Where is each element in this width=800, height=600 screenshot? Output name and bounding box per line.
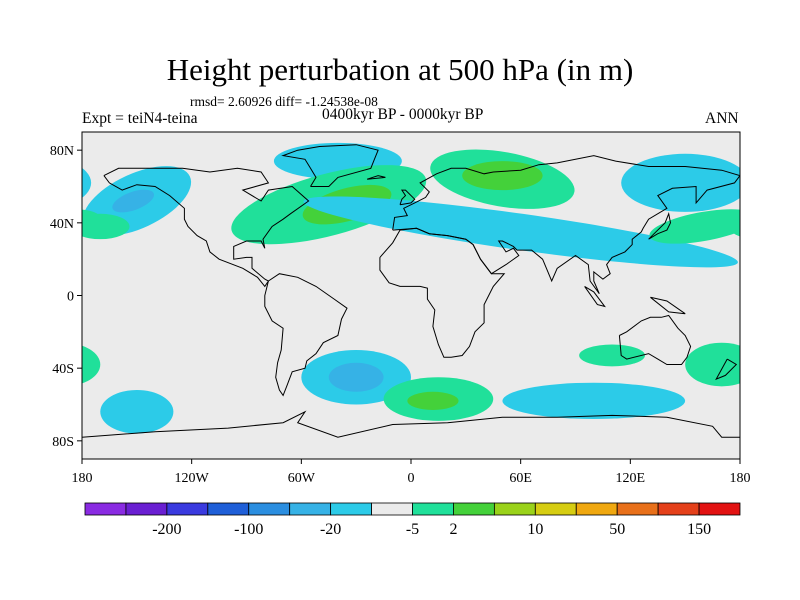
colorbar-label: -100 <box>234 521 263 538</box>
anomaly-south-atlantic-core <box>328 362 384 392</box>
lon-label: 120W <box>175 471 210 486</box>
coastline-2 <box>392 155 740 294</box>
anomaly-asia-blue-belt <box>303 196 738 268</box>
anomaly-nw-pacific-blue <box>82 167 92 198</box>
anomaly-southern-ocean-blue <box>502 382 686 420</box>
anomaly-south-indian-core <box>407 391 459 410</box>
colorbar-label: 50 <box>609 521 625 538</box>
period-label: 0400kyr BP - 0000kyr BP <box>322 106 484 123</box>
lat-label: 40S <box>52 362 74 377</box>
colorbar-swatch <box>330 502 372 516</box>
colorbar-swatch <box>616 502 659 516</box>
coastline-9 <box>584 285 606 308</box>
lon-label: 180 <box>72 471 93 486</box>
colorbar-swatch <box>575 502 618 516</box>
colorbar-label: -5 <box>406 521 419 538</box>
lon-label: 0 <box>408 471 415 486</box>
lat-label: 80S <box>52 435 74 450</box>
colorbar-swatch <box>207 502 250 516</box>
coastline-6 <box>82 410 740 438</box>
stats-line: rmsd= 2.60926 diff= -1.24538e-08 <box>190 94 378 109</box>
colorbar-swatch <box>125 502 168 516</box>
colorbar-label: 2 <box>449 521 457 538</box>
colorbar-swatch <box>412 502 454 516</box>
anomaly-indian-green <box>579 344 645 367</box>
anomaly-na-pacific-core <box>767 185 800 217</box>
coastline-10 <box>650 296 686 315</box>
colorbar-swatch <box>534 502 577 516</box>
colorbar-label: -200 <box>152 521 181 538</box>
anomaly-asia-blue-belt <box>0 183 82 280</box>
coastline-4 <box>618 314 692 365</box>
colorbar-swatch <box>698 502 741 516</box>
colorbar-swatch <box>289 502 332 516</box>
coastline-1 <box>264 273 348 397</box>
coastline-3 <box>379 227 506 358</box>
lon-label: 60E <box>509 471 532 486</box>
anomaly-east-pacific-green <box>729 216 740 237</box>
anomaly-australia-green <box>82 345 101 384</box>
colorbar-swatch <box>84 502 127 516</box>
colorbar-label: 150 <box>687 521 711 538</box>
anomaly-west-pacific-green <box>649 209 740 244</box>
anomaly-south-pacific-blue <box>758 390 800 434</box>
anomaly-na-pacific-blue <box>730 152 800 251</box>
colorbar-swatch <box>657 502 700 516</box>
coastline-8 <box>648 212 672 240</box>
colorbar-label: -20 <box>320 521 341 538</box>
coastline-7 <box>399 189 416 206</box>
coastline-12 <box>366 175 386 180</box>
anomaly-australia-green <box>685 342 740 387</box>
map-title: Height perturbation at 500 hPa (in m) <box>166 52 634 87</box>
map-plot-area <box>0 132 800 459</box>
colorbar-swatch <box>493 502 536 516</box>
lat-label: 80N <box>50 144 74 159</box>
lon-label: 60W <box>288 471 316 486</box>
lat-label: 0 <box>67 290 74 305</box>
colorbar-swatch <box>166 502 209 516</box>
coastline-5 <box>281 144 379 187</box>
coastline-0 <box>103 167 310 288</box>
colorbar-swatch <box>371 502 413 516</box>
anomaly-east-pacific-green <box>82 213 130 240</box>
colorbar-swatch <box>453 502 495 516</box>
experiment-label: Expt = teiN4-teina <box>82 110 198 127</box>
colorbar-swatch <box>248 502 291 516</box>
anomaly-na-pacific-core <box>112 189 155 213</box>
coastline-11 <box>715 358 738 381</box>
lat-label: 40N <box>50 217 74 232</box>
season-label: ANN <box>705 110 739 127</box>
anomaly-southern-ocean-blue <box>0 383 27 419</box>
anomaly-south-pacific-blue <box>100 389 174 434</box>
lon-label: 180 <box>730 471 751 486</box>
anomaly-nw-pacific-blue <box>621 153 740 212</box>
lon-label: 120E <box>616 471 646 486</box>
anomaly-siberia-core <box>462 161 543 191</box>
colorbar-label: 10 <box>527 521 543 538</box>
